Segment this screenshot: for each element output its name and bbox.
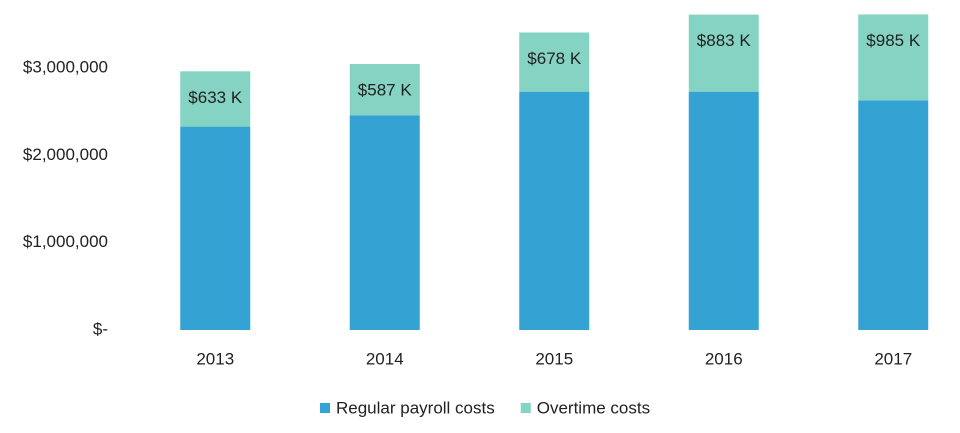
bar-segment: [180, 126, 251, 331]
bar-segment: [858, 14, 929, 101]
bar-segment: [519, 91, 590, 330]
bar-segment: [858, 100, 929, 330]
x-tick-label: 2016: [705, 349, 743, 368]
data-label: $633 K: [188, 88, 243, 107]
legend-swatch: [320, 403, 330, 413]
bar-segment: [180, 71, 251, 127]
data-label: $883 K: [697, 31, 752, 50]
x-tick-label: 2014: [366, 349, 404, 368]
y-tick-label: $-: [93, 319, 108, 338]
bar-segment: [688, 91, 759, 330]
y-tick-label: $2,000,000: [23, 145, 108, 164]
legend-label: Regular payroll costs: [336, 398, 495, 417]
bar-segment: [349, 115, 420, 330]
data-label: $587 K: [358, 80, 413, 99]
legend-label: Overtime costs: [537, 398, 650, 417]
bar-segment: [349, 64, 420, 116]
bar-segment: [519, 32, 590, 92]
data-label: $678 K: [527, 49, 582, 68]
legend-swatch: [520, 403, 531, 413]
y-tick-label: $3,000,000: [23, 58, 108, 77]
data-label: $985 K: [866, 31, 921, 50]
x-tick-label: 2013: [196, 349, 234, 368]
x-tick-label: 2017: [874, 349, 912, 368]
x-tick-label: 2015: [535, 349, 573, 368]
y-tick-label: $1,000,000: [23, 232, 108, 251]
bar-segment: [688, 14, 759, 92]
